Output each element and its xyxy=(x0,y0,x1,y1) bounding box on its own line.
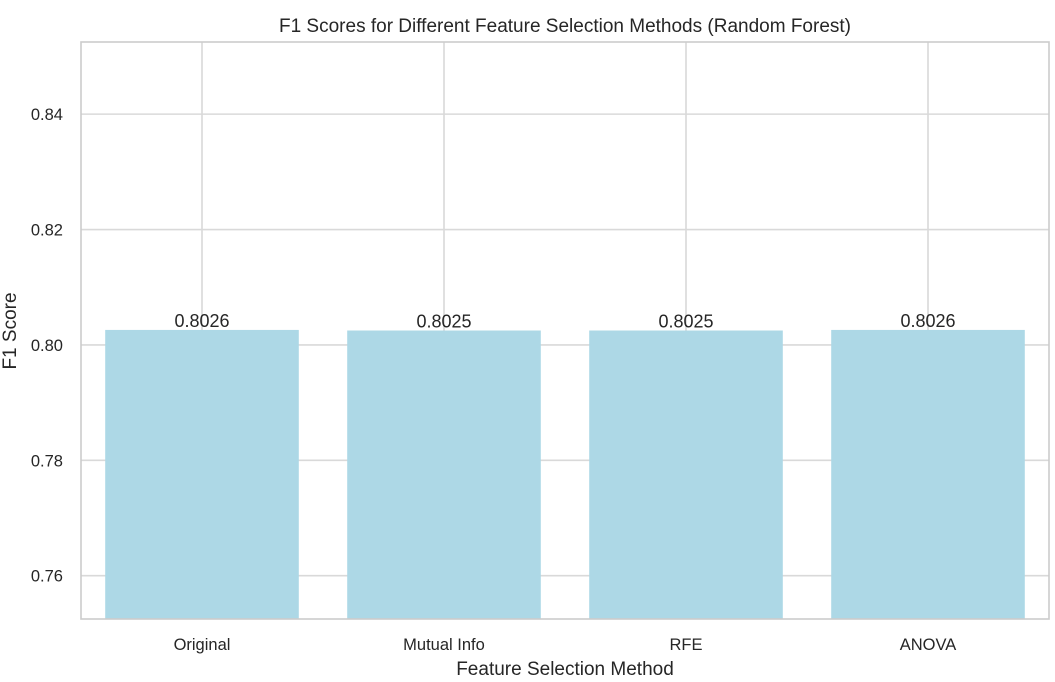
bar-value-label: 0.8025 xyxy=(658,312,713,332)
x-tick-label: Mutual Info xyxy=(403,636,485,654)
bar-value-label: 0.8026 xyxy=(900,311,955,331)
plot-frame xyxy=(80,41,1050,620)
y-tick-label: 0.84 xyxy=(31,106,63,124)
y-tick-label: 0.80 xyxy=(31,337,63,355)
data-labels: 0.8026 0.8025 0.8025 0.8026 xyxy=(174,311,955,332)
x-tick-label: Original xyxy=(174,636,231,654)
bar xyxy=(347,330,541,619)
y-tick-label: 0.78 xyxy=(31,452,63,470)
x-axis-label: Feature Selection Method xyxy=(456,659,674,680)
bar xyxy=(831,329,1025,619)
chart-title: F1 Scores for Different Feature Selectio… xyxy=(279,16,851,37)
bars xyxy=(105,329,1025,619)
y-axis-label: F1 Score xyxy=(0,292,21,369)
bar xyxy=(105,329,299,619)
y-tick-label: 0.82 xyxy=(31,222,63,240)
bar-value-label: 0.8026 xyxy=(174,311,229,331)
x-ticks: Original Mutual Info RFE ANOVA xyxy=(174,636,957,654)
bar xyxy=(589,330,783,619)
bar-value-label: 0.8025 xyxy=(416,312,471,332)
x-tick-label: ANOVA xyxy=(900,636,957,654)
x-tick-label: RFE xyxy=(670,636,703,654)
y-tick-label: 0.76 xyxy=(31,568,63,586)
y-ticks: 0.76 0.78 0.80 0.82 0.84 xyxy=(31,106,63,586)
